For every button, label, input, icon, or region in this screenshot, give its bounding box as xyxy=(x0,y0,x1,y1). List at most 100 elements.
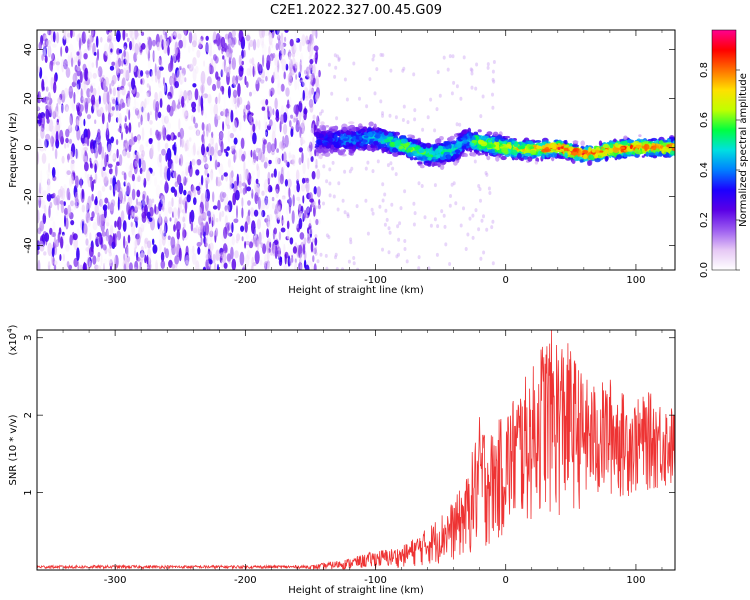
heatmap-cell xyxy=(670,150,675,156)
heatmap-cell xyxy=(393,137,398,141)
heatmap-cell xyxy=(431,161,435,167)
heatmap-cell xyxy=(486,131,493,136)
heatmap-cell xyxy=(125,66,130,80)
heatmap-cell xyxy=(308,135,312,146)
heatmap-cell xyxy=(116,61,120,76)
heatmap-cell xyxy=(238,30,244,43)
heatmap-cell xyxy=(379,99,383,104)
heatmap-cell xyxy=(261,229,265,240)
heatmap-cell xyxy=(181,67,186,77)
heatmap-cell xyxy=(348,146,354,150)
heatmap-cell xyxy=(464,247,468,251)
heatmap-cell xyxy=(151,198,155,204)
heatmap-cell xyxy=(492,60,496,64)
heatmap-cell xyxy=(183,176,187,186)
heatmap-cell xyxy=(256,77,262,82)
heatmap-cell xyxy=(186,90,191,96)
heatmap-cell xyxy=(141,160,146,173)
heatmap-cell xyxy=(139,85,143,94)
heatmap-cell xyxy=(291,169,294,174)
heatmap-cell xyxy=(301,34,306,47)
heatmap-cell xyxy=(72,245,76,257)
heatmap-cell xyxy=(103,258,108,265)
heatmap-cell xyxy=(488,191,492,195)
heatmap-cell xyxy=(192,245,195,254)
heatmap-cell xyxy=(166,134,171,141)
heatmap-cell xyxy=(194,88,199,101)
heatmap-cell xyxy=(164,31,168,40)
heatmap-cell xyxy=(462,206,465,211)
heatmap-cell xyxy=(491,69,495,74)
heatmap-cell xyxy=(315,92,320,101)
heatmap-cell xyxy=(451,54,455,59)
heatmap-cell xyxy=(83,171,87,183)
heatmap-cell xyxy=(311,238,315,243)
heatmap-cell xyxy=(271,121,277,134)
heatmap-cell xyxy=(145,43,149,55)
heatmap-cell xyxy=(302,243,306,255)
heatmap-cell xyxy=(94,163,97,174)
heatmap-cell xyxy=(309,34,312,47)
heatmap-cell xyxy=(44,232,50,242)
heatmap-cell xyxy=(295,106,299,118)
heatmap-cell xyxy=(184,260,190,268)
heatmap-cell xyxy=(187,140,192,150)
heatmap-cell xyxy=(37,137,41,145)
heatmap-cell xyxy=(297,68,300,77)
heatmap-cell xyxy=(313,205,316,217)
heatmap-cell xyxy=(41,102,47,113)
heatmap-cell xyxy=(375,67,379,72)
heatmap-cell xyxy=(309,198,314,203)
heatmap-cell xyxy=(71,159,75,164)
heatmap-cell xyxy=(173,224,176,232)
heatmap-cell xyxy=(275,43,279,51)
heatmap-cell xyxy=(224,210,229,219)
heatmap-cell xyxy=(373,123,377,129)
heatmap-cell xyxy=(149,127,153,136)
heatmap-cell xyxy=(156,41,161,51)
heatmap-cell xyxy=(414,153,422,156)
heatmap-cell xyxy=(50,76,54,90)
heatmap-cell xyxy=(527,156,533,162)
heatmap-cell xyxy=(266,249,270,261)
spectrogram-heatmap xyxy=(37,30,675,270)
heatmap-cell xyxy=(125,33,128,38)
heatmap-cell xyxy=(160,59,163,68)
heatmap-cell xyxy=(223,200,227,207)
heatmap-cell xyxy=(97,141,102,155)
heatmap-cell xyxy=(109,265,112,270)
heatmap-cell xyxy=(174,153,179,164)
heatmap-cell xyxy=(109,185,112,191)
heatmap-cell xyxy=(192,158,198,171)
heatmap-cell xyxy=(94,202,99,215)
heatmap-cell xyxy=(192,227,198,234)
heatmap-cell xyxy=(417,255,421,260)
heatmap-cell xyxy=(61,155,65,164)
heatmap-cell xyxy=(115,139,119,146)
heatmap-cell xyxy=(280,227,286,233)
heatmap-cell xyxy=(112,233,115,247)
heatmap-cell xyxy=(169,217,172,222)
heatmap-cell xyxy=(249,91,252,97)
heatmap-cell xyxy=(151,125,156,136)
heatmap-cell xyxy=(309,81,312,93)
heatmap-cell xyxy=(173,32,177,38)
heatmap-cell xyxy=(249,163,253,168)
heatmap-cell xyxy=(474,86,478,91)
heatmap-cell xyxy=(76,247,80,261)
heatmap-cell xyxy=(330,150,334,154)
heatmap-cell xyxy=(115,117,119,123)
heatmap-cell xyxy=(426,115,430,120)
heatmap-cell xyxy=(208,95,212,107)
heatmap-cell xyxy=(52,95,55,107)
heatmap-cell xyxy=(491,261,495,266)
heatmap-cell xyxy=(436,70,440,75)
heatmap-cell xyxy=(110,153,116,160)
heatmap-cell xyxy=(59,254,62,261)
heatmap-cell xyxy=(295,120,300,132)
heatmap-cell xyxy=(134,32,140,37)
heatmap-cell xyxy=(124,194,126,202)
heatmap-cell xyxy=(166,167,171,181)
heatmap-cell xyxy=(449,135,455,140)
heatmap-cell xyxy=(152,244,158,254)
